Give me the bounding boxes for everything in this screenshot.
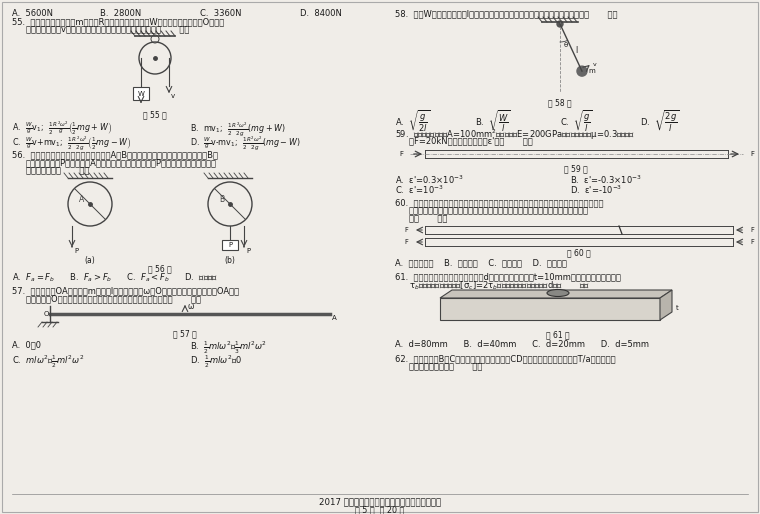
Text: A.  横截面积小    B.  偏心拉伸    C.  应力集中    D.  稳定性差: A. 横截面积小 B. 偏心拉伸 C. 应力集中 D. 稳定性差 xyxy=(395,258,567,267)
Text: l: l xyxy=(575,46,578,54)
Text: D.  $\frac{W}{g}$v-mv$_1$;  $\frac{1}{2}\frac{R^2\omega^2}{2g}(mg-W)$: D. $\frac{W}{g}$v-mv$_1$; $\frac{1}{2}\f… xyxy=(190,134,300,152)
Text: 题 60 图: 题 60 图 xyxy=(567,248,591,257)
Text: A.  5600N: A. 5600N xyxy=(12,9,53,18)
Text: (b): (b) xyxy=(224,256,236,265)
Text: m: m xyxy=(588,68,595,74)
Text: 55.  图示均质圆轮，质量m，半径R，由挂在绳上的重为W的物块使其绕质心轴O转动。: 55. 图示均质圆轮，质量m，半径R，由挂在绳上的重为W的物块使其绕质心轴O转动… xyxy=(12,17,224,26)
Text: P: P xyxy=(74,248,78,254)
Text: C.  $ml\omega^2$，$\frac{1}{2}ml^2\omega^2$: C. $ml\omega^2$，$\frac{1}{2}ml^2\omega^2… xyxy=(12,354,84,371)
Text: D.  $\sqrt{\dfrac{2g}{l}}$: D. $\sqrt{\dfrac{2g}{l}}$ xyxy=(640,108,679,133)
Bar xyxy=(222,240,238,250)
Text: O: O xyxy=(44,311,49,317)
Text: B.  mv$_1$;  $\frac{1}{2}\frac{R^2\omega^2}{2g}(mg+W)$: B. mv$_1$; $\frac{1}{2}\frac{R^2\omega^2… xyxy=(190,120,286,138)
Text: 大小的关系为（       ）。: 大小的关系为（ ）。 xyxy=(26,166,90,175)
Text: P: P xyxy=(228,242,232,248)
Text: B: B xyxy=(220,195,224,205)
Text: 2017 年度全国一级注册结构工程师基础考试试卷: 2017 年度全国一级注册结构工程师基础考试试卷 xyxy=(319,497,441,506)
Text: 设重物的速度为v，不计绳重，则系统动能、动能的大小是（       ）。: 设重物的速度为v，不计绳重，则系统动能、动能的大小是（ ）。 xyxy=(26,25,189,34)
Text: 题 58 图: 题 58 图 xyxy=(548,98,572,107)
Circle shape xyxy=(557,21,563,27)
Polygon shape xyxy=(440,290,672,298)
Text: 力F=20kN，拉杆的横向应变ε'是（       ）。: 力F=20kN，拉杆的横向应变ε'是（ ）。 xyxy=(409,136,533,145)
Text: 58.  重为W的质点，由长为l的绳子连接，如图所示，则单摆运动的固有圆频率为（       ）。: 58. 重为W的质点，由长为l的绳子连接，如图所示，则单摆运动的固有圆频率为（ … xyxy=(395,9,617,18)
Text: ω: ω xyxy=(188,302,195,311)
Text: F: F xyxy=(404,239,408,245)
Text: W: W xyxy=(138,91,144,97)
Text: C.  $\frac{W}{g}$v+mv$_1$;  $\frac{1}{2}\frac{R^2\omega^2}{2g}\left(\frac{1}{2}m: C. $\frac{W}{g}$v+mv$_1$; $\frac{1}{2}\f… xyxy=(12,134,131,152)
Text: A.  $\sqrt{\dfrac{g}{2l}}$: A. $\sqrt{\dfrac{g}{2l}}$ xyxy=(395,108,430,133)
Text: v: v xyxy=(593,62,597,67)
Text: 57.  均质细直杆OA的质量为m，长为l，以匀角速度ω绕O轴转动如图所示，此时将OA杆的: 57. 均质细直杆OA的质量为m，长为l，以匀角速度ω绕O轴转动如图所示，此时将… xyxy=(12,286,239,295)
Text: A: A xyxy=(79,195,84,205)
Text: 扭矩图中正确的是（       ）。: 扭矩图中正确的是（ ）。 xyxy=(409,362,483,371)
Text: D.  $\frac{1}{2}ml\omega^2$，0: D. $\frac{1}{2}ml\omega^2$，0 xyxy=(190,354,242,371)
Text: 惯性力系向O点简化，其惯性力主矢和惯性力主矩的数值分别为（       ）。: 惯性力系向O点简化，其惯性力主矢和惯性力主矩的数值分别为（ ）。 xyxy=(26,294,201,303)
Bar xyxy=(133,87,149,100)
Text: B.  2800N: B. 2800N xyxy=(100,9,141,18)
Text: 59.  已知拉杆横截面积A=100mm$^2$，弹性模量E=200GPa，横向变形系数μ=0.3，轴向拉: 59. 已知拉杆横截面积A=100mm$^2$，弹性模量E=200GPa，横向变… xyxy=(395,128,635,142)
Text: 题 57 图: 题 57 图 xyxy=(173,329,197,338)
Text: 题 59 图: 题 59 图 xyxy=(564,164,588,173)
Text: B.  $\sqrt{\dfrac{W}{l}}$: B. $\sqrt{\dfrac{W}{l}}$ xyxy=(475,108,511,133)
Text: v: v xyxy=(171,93,175,99)
Text: 56.  在两个半径及质量均相同的均质滑轮A及B上，各绕以不计质量的绳如图示。轮B绳: 56. 在两个半径及质量均相同的均质滑轮A及B上，各绕以不计质量的绳如图示。轮B… xyxy=(12,150,218,159)
Text: B.  ε'=-0.3×10$^{-3}$: B. ε'=-0.3×10$^{-3}$ xyxy=(570,174,642,187)
Text: D.  ε'=-10$^{-3}$: D. ε'=-10$^{-3}$ xyxy=(570,184,622,196)
Text: t: t xyxy=(676,305,679,311)
Text: 62.  图示圆轴，B、C截面处作用有集中转矩，CD段作用有均匀分布的转矩T/a。下面四个: 62. 图示圆轴，B、C截面处作用有集中转矩，CD段作用有均匀分布的转矩T/a。… xyxy=(395,354,616,363)
Polygon shape xyxy=(660,290,672,320)
Text: 60.  两根相同的塑性材料等截面直杆，其中一根有焊缝截面的微小裂纹（如图示），承受图: 60. 两根相同的塑性材料等截面直杆，其中一根有焊缝截面的微小裂纹（如图示），承… xyxy=(395,198,603,207)
Text: B.  $\frac{1}{2}ml\omega^2$，$\frac{1}{3}ml^2\omega^2$: B. $\frac{1}{2}ml\omega^2$，$\frac{1}{3}m… xyxy=(190,340,267,356)
Text: A.  $\frac{W}{g}$v$_1$;  $\frac{1}{2}\frac{R^2\omega^2}{g}\left(\frac{1}{2}mg+W\: A. $\frac{W}{g}$v$_1$; $\frac{1}{2}\frac… xyxy=(12,120,112,137)
Text: τ$_b$，冲头的挤压许可应力[σ$_c$]=2τ$_b$，钢板可冲圆孔的最小直径d是（       ）。: τ$_b$，冲头的挤压许可应力[σ$_c$]=2τ$_b$，钢板可冲圆孔的最小直… xyxy=(409,280,590,292)
Text: 末端挂一重量为P的重物；轮A绳末端作用一铅垂向下的力P。则此两轮的支座约束力: 末端挂一重量为P的重物；轮A绳末端作用一铅垂向下的力P。则此两轮的支座约束力 xyxy=(26,158,217,167)
Text: A.  d=80mm      B.  d=40mm      C.  d=20mm      D.  d=5mm: A. d=80mm B. d=40mm C. d=20mm D. d=5mm xyxy=(395,340,649,349)
Text: 是（       ）。: 是（ ）。 xyxy=(409,214,448,223)
Text: A.  $F_a=F_b$      B.  $F_a>F_b$      C.  $F_a<F_b$      D.  无法判断: A. $F_a=F_b$ B. $F_a>F_b$ C. $F_a<F_b$ D… xyxy=(12,272,218,285)
Text: 题 55 图: 题 55 图 xyxy=(143,110,167,119)
Text: A: A xyxy=(332,315,337,321)
Text: C.  3360N: C. 3360N xyxy=(200,9,242,18)
Text: D.  8400N: D. 8400N xyxy=(300,9,342,18)
Text: F: F xyxy=(750,239,754,245)
Bar xyxy=(440,298,660,320)
Text: 示拉伸截荷时，有微小裂纹的杆件比没有裂纹杆件承载能力明显降低。其主要原因: 示拉伸截荷时，有微小裂纹的杆件比没有裂纹杆件承载能力明显降低。其主要原因 xyxy=(409,206,589,215)
Text: (a): (a) xyxy=(84,256,95,265)
Text: A.  0，0: A. 0，0 xyxy=(12,340,41,349)
Text: A.  ε'=0.3×10$^{-3}$: A. ε'=0.3×10$^{-3}$ xyxy=(395,174,464,187)
Text: 第 5 页  共 20 页: 第 5 页 共 20 页 xyxy=(356,505,404,514)
Ellipse shape xyxy=(547,289,569,297)
Text: 题 56 图: 题 56 图 xyxy=(148,264,172,273)
Text: C.  $\sqrt{\dfrac{g}{l}}$: C. $\sqrt{\dfrac{g}{l}}$ xyxy=(560,108,593,133)
Circle shape xyxy=(577,66,587,76)
Text: C.  ε'=10$^{-3}$: C. ε'=10$^{-3}$ xyxy=(395,184,444,196)
Text: 题 61 图: 题 61 图 xyxy=(546,330,570,339)
Text: θ: θ xyxy=(564,42,568,48)
Text: P: P xyxy=(246,248,250,254)
Text: F: F xyxy=(750,151,754,157)
Text: F: F xyxy=(404,227,408,233)
Text: F: F xyxy=(750,227,754,233)
Text: F: F xyxy=(399,151,403,157)
Text: 61.  冲床使用冲头在钢板上冲直径为d的圆孔，钢板的厚度t=10mm，钢板剪切强度极限为: 61. 冲床使用冲头在钢板上冲直径为d的圆孔，钢板的厚度t=10mm，钢板剪切强… xyxy=(395,272,621,281)
